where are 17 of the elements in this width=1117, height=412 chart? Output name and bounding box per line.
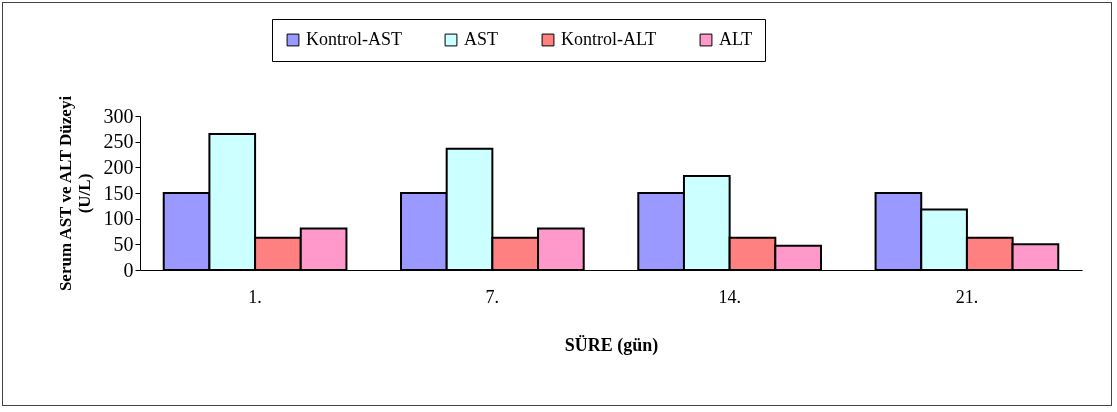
- y-tick-label: 200: [103, 155, 134, 178]
- y-tick-label: 0: [123, 258, 134, 281]
- legend-label: ALT: [719, 29, 753, 49]
- x-tick-label: 1.: [248, 286, 262, 307]
- x-tick-label: 21.: [955, 286, 979, 307]
- legend-label: Kontrol-ALT: [561, 29, 657, 49]
- y-axis-title: Serum AST ve ALT Düzeyi (U/L): [55, 95, 94, 292]
- x-tick-label: 14.: [718, 286, 741, 307]
- y-tick-label: 50: [113, 232, 134, 255]
- y-tick-label: 250: [103, 130, 134, 153]
- y-tick-label: 100: [103, 207, 134, 230]
- y-tick-label: 300: [103, 104, 134, 127]
- x-tick-label: 7.: [485, 286, 500, 307]
- legend-label: Kontrol-AST: [306, 29, 402, 49]
- y-tick-label: 150: [103, 181, 134, 204]
- legend-label: AST: [464, 29, 499, 49]
- x-axis-title: SÜRE (gün): [564, 334, 659, 356]
